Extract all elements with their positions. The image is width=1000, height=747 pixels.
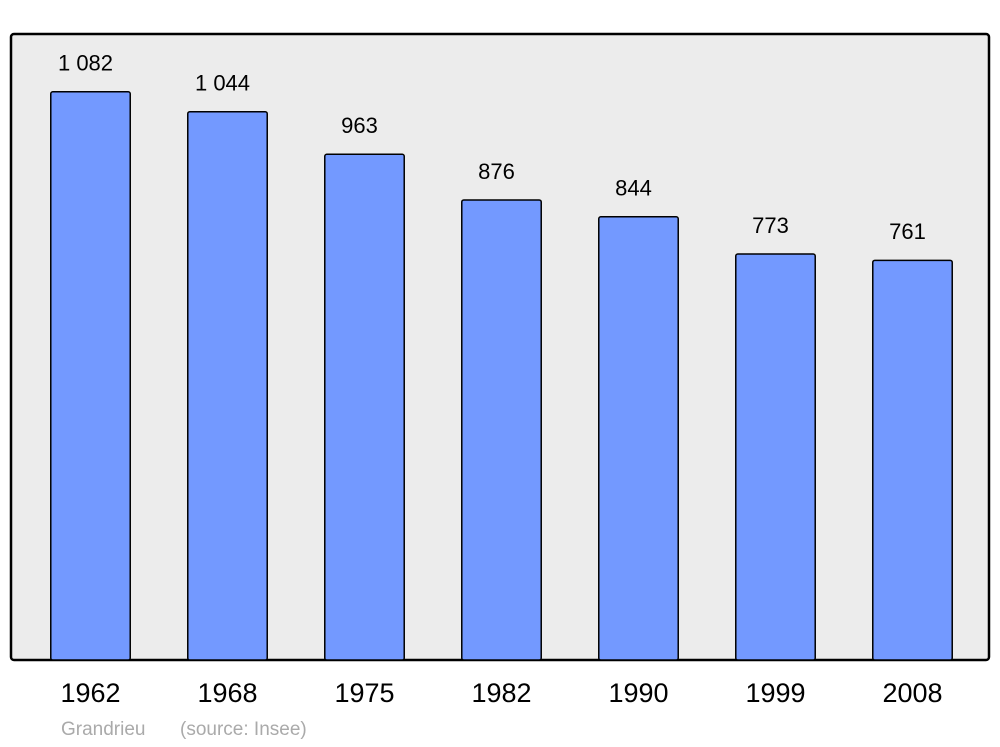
caption: Grandrieu	[61, 719, 146, 740]
value-label: 876	[478, 159, 515, 184]
x-tick-label: 1968	[197, 678, 257, 708]
x-tick-label: 1982	[471, 678, 531, 708]
bar	[187, 110, 268, 661]
value-label: 963	[341, 113, 378, 138]
value-label: 1 082	[58, 51, 113, 76]
value-label: 844	[615, 176, 652, 201]
bar	[461, 199, 542, 661]
bar	[735, 253, 816, 661]
bar	[598, 216, 679, 661]
x-tick-label: 1990	[608, 678, 668, 708]
value-label: 1 044	[195, 71, 250, 96]
bar	[872, 259, 953, 661]
source: (source: Insee)	[180, 719, 307, 740]
value-label: 761	[889, 219, 926, 244]
value-label: 773	[752, 213, 789, 238]
x-tick-label: 1999	[745, 678, 805, 708]
x-tick-label: 1962	[60, 678, 120, 708]
bar	[324, 153, 405, 661]
bar	[50, 91, 131, 661]
x-tick-label: 2008	[882, 678, 942, 708]
x-tick-label: 1975	[334, 678, 394, 708]
